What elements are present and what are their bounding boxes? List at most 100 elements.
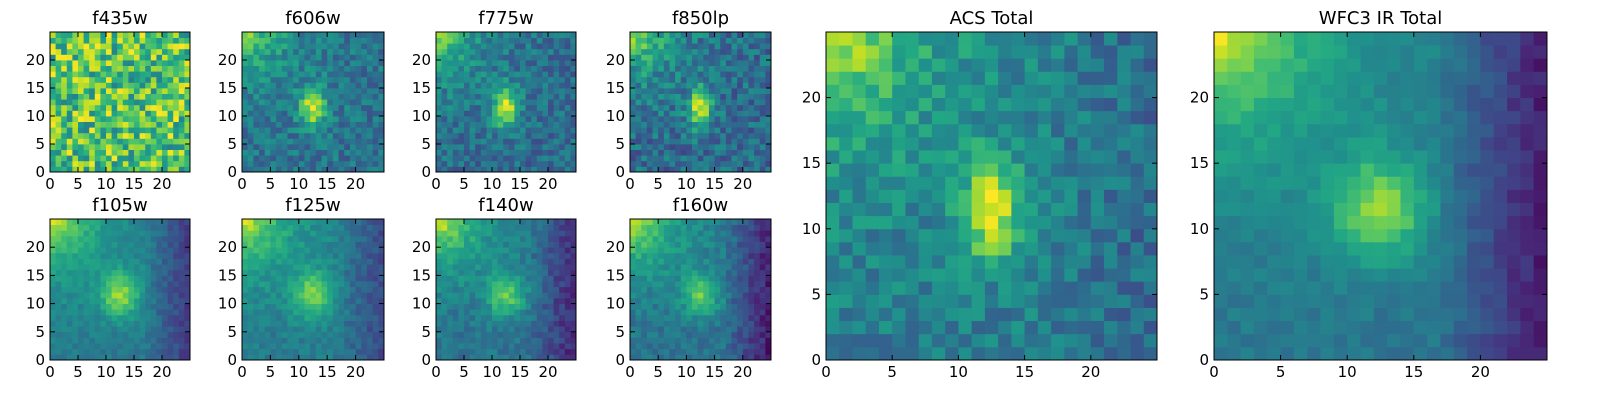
heatmap-cell <box>559 264 566 271</box>
heatmap-cell <box>122 138 129 145</box>
heatmap-cell <box>349 337 356 344</box>
heatmap-cell <box>447 93 454 100</box>
heatmap-cell <box>145 54 152 61</box>
heatmap-cell <box>247 60 254 66</box>
heatmap-cell <box>520 71 526 78</box>
heatmap-cell <box>630 76 637 83</box>
heatmap-cell <box>128 166 135 173</box>
heatmap-cell <box>436 320 442 327</box>
heatmap-cell <box>315 354 322 361</box>
heatmap-cell <box>100 37 107 44</box>
heatmap-cell <box>675 309 682 316</box>
heatmap-cell <box>372 65 379 72</box>
heatmap-cell <box>128 224 135 231</box>
heatmap-cell <box>106 314 112 321</box>
heatmap-cell <box>497 314 504 321</box>
heatmap-cell <box>293 320 300 327</box>
heatmap-cell <box>520 252 526 259</box>
heatmap-cell <box>514 110 521 117</box>
heatmap-cell <box>89 132 96 139</box>
heatmap-cell <box>663 292 670 299</box>
heatmap-cell <box>475 292 482 299</box>
heatmap-cell <box>344 337 351 344</box>
heatmap-cell <box>525 354 532 361</box>
heatmap-cell <box>720 292 727 299</box>
heatmap-cell <box>536 314 543 321</box>
heatmap-cell <box>338 343 345 350</box>
heatmap-cell <box>83 235 90 242</box>
heatmap-cell <box>441 160 448 167</box>
heatmap-cell <box>298 343 305 350</box>
heatmap-cell <box>447 88 454 94</box>
heatmap-cell <box>361 43 368 50</box>
heatmap-cell <box>669 281 676 288</box>
heatmap-cell <box>378 121 385 128</box>
heatmap-cell <box>327 76 334 83</box>
heatmap-cell <box>167 160 174 167</box>
heatmap-cell <box>298 241 305 248</box>
heatmap-cell <box>259 37 266 44</box>
heatmap-cell <box>310 309 317 316</box>
y-tick-label: 5 <box>35 323 45 341</box>
heatmap-cell <box>372 230 379 237</box>
heatmap-cell <box>94 275 101 282</box>
heatmap-cell <box>89 155 96 162</box>
heatmap-cell <box>145 314 152 321</box>
heatmap-cell <box>83 230 90 237</box>
heatmap-cell <box>720 166 727 173</box>
heatmap-cell <box>378 32 385 38</box>
heatmap-cell <box>78 252 84 259</box>
heatmap-cell <box>117 252 124 259</box>
heatmap-cell <box>100 127 107 134</box>
heatmap-cell <box>72 219 79 226</box>
heatmap-cell <box>111 48 118 55</box>
heatmap-cell <box>315 104 322 111</box>
heatmap-cell <box>117 32 124 38</box>
heatmap-cell <box>167 166 174 173</box>
heatmap-cell <box>641 354 648 361</box>
heatmap-cell <box>486 32 493 38</box>
heatmap-cell <box>697 60 704 66</box>
heatmap-cell <box>66 121 73 128</box>
heatmap-cell <box>111 269 118 276</box>
heatmap-cell <box>469 93 476 100</box>
heatmap-cell <box>520 269 526 276</box>
heatmap-cell <box>486 303 493 310</box>
heatmap-cell <box>178 138 185 145</box>
heatmap-cell <box>697 297 704 304</box>
heatmap-cell <box>658 331 665 338</box>
heatmap-cell <box>748 144 755 150</box>
heatmap-cell <box>447 121 454 128</box>
heatmap-cell <box>150 309 157 316</box>
heatmap-cell <box>663 116 670 122</box>
heatmap-cell <box>692 281 699 288</box>
heatmap-cell <box>714 104 721 111</box>
heatmap-cell <box>145 354 152 361</box>
heatmap-cell <box>754 292 761 299</box>
heatmap-cell <box>436 258 442 265</box>
heatmap-cell <box>641 326 648 333</box>
heatmap-cell <box>344 43 351 50</box>
heatmap-cell <box>553 337 560 344</box>
heatmap-cell <box>708 286 715 293</box>
heatmap-cell <box>503 110 510 117</box>
heatmap-cell <box>703 297 710 304</box>
heatmap-cell <box>436 60 442 66</box>
heatmap-cell <box>111 252 118 259</box>
heatmap-cell <box>259 149 266 156</box>
heatmap-cell <box>378 348 385 355</box>
axes-frame <box>241 31 385 173</box>
heatmap-cell <box>475 138 482 145</box>
heatmap-cell <box>725 37 732 44</box>
heatmap-cell <box>327 275 334 282</box>
heatmap-cell <box>50 219 56 226</box>
heatmap-cell <box>78 155 84 162</box>
heatmap-cell <box>66 93 73 100</box>
heatmap-cell <box>139 343 146 350</box>
heatmap-cell <box>321 93 328 100</box>
heatmap-cell <box>111 32 118 38</box>
heatmap-cell <box>742 104 749 111</box>
heatmap-cell <box>139 219 146 226</box>
heatmap-cell <box>78 48 84 55</box>
heatmap-cell <box>293 241 300 248</box>
